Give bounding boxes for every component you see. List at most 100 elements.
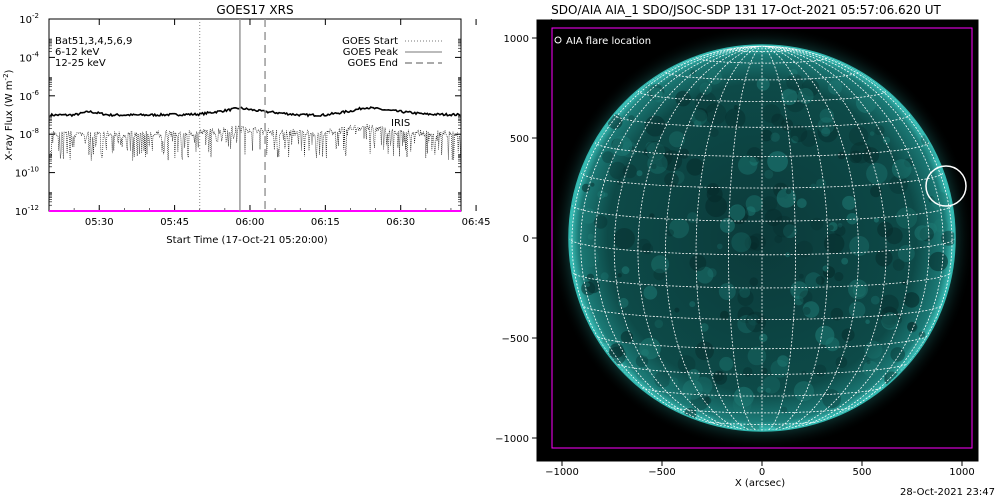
goes-band-low-label: 6-12 keV: [55, 47, 99, 58]
goes-iris-label: IRIS: [391, 118, 410, 129]
solar-texture-blob: [628, 115, 635, 122]
grid-latitude-line: [613, 114, 911, 128]
solar-texture-blob: [891, 159, 912, 179]
solar-texture-blob: [849, 235, 870, 256]
solar-texture-blob: [641, 349, 649, 357]
goes-x-axis-label: Start Time (17-Oct-21 05:20:00): [166, 235, 327, 246]
goes-event-lines: [199, 19, 266, 211]
solar-texture-blob: [866, 360, 871, 365]
goes-x-tick-label: 05:45: [160, 217, 189, 228]
grid-longitude-line: [580, 45, 763, 426]
solar-texture-blob: [661, 150, 683, 172]
solar-texture-blob: [846, 213, 858, 225]
solar-texture-blob: [651, 255, 670, 274]
solar-texture-blob: [866, 162, 888, 185]
solar-texture-blob: [644, 115, 666, 137]
solar-texture-blob: [801, 78, 820, 97]
solar-texture-blob: [583, 287, 588, 292]
grid-longitude-line: [695, 45, 763, 431]
solar-texture-blob: [897, 245, 915, 262]
solar-texture-blob: [772, 215, 795, 238]
solar-texture-blob: [793, 381, 815, 402]
solar-texture-blob: [652, 146, 673, 168]
solar-texture-blob: [733, 105, 739, 110]
solar-texture-blob: [593, 215, 608, 229]
legend-label-goes-start: GOES Start: [342, 36, 398, 47]
solar-texture-blob: [801, 370, 807, 376]
solar-texture-blob: [855, 92, 877, 114]
solar-texture-blob: [686, 158, 704, 176]
solar-texture-blob: [637, 238, 651, 253]
solar-limb: [568, 44, 956, 432]
solar-texture-blob: [756, 318, 762, 324]
solar-texture-blob: [689, 301, 696, 308]
solar-texture-blob: [756, 77, 770, 91]
solar-texture-blob: [828, 225, 834, 231]
goes-x-tick-label: 05:30: [85, 217, 114, 228]
solar-texture-blob: [765, 387, 771, 393]
solar-texture-blob: [737, 289, 754, 306]
solar-texture-blob: [669, 218, 690, 239]
grid-longitude-line: [761, 45, 887, 431]
solar-texture-blob: [828, 222, 838, 232]
solar-texture-blob: [903, 292, 920, 308]
solar-texture-blob: [907, 321, 917, 332]
solar-texture-blob: [645, 141, 665, 161]
solar-texture-blob: [799, 290, 813, 304]
solar-texture-blob: [749, 277, 759, 287]
solar-texture-blob: [928, 251, 948, 272]
solar-texture-blob: [590, 182, 595, 187]
solar-texture-blob: [636, 170, 643, 177]
goes-x-tick-label: 06:30: [386, 217, 415, 228]
solar-texture-blob: [774, 235, 783, 244]
solar-texture-blob: [586, 279, 601, 294]
solar-texture-blob: [749, 156, 759, 166]
solar-texture-blob: [644, 83, 655, 95]
solar-texture-blob: [781, 88, 798, 106]
goes-band-high-label: 12-25 keV: [55, 58, 106, 69]
solar-texture-blob: [810, 183, 817, 190]
goes-x-tick-label: 06:15: [311, 217, 340, 228]
grid-longitude-line: [761, 45, 859, 431]
solar-texture-blob: [690, 69, 696, 75]
solar-texture-blob: [796, 198, 807, 209]
goes-legend: GOES Start GOES Peak GOES End: [342, 36, 442, 69]
aia-image-panel: SDO/AIA AIA_1 SDO/JSOC-SDP 131 17-Oct-20…: [495, 3, 979, 489]
solar-texture-blob: [918, 331, 926, 339]
solar-texture-blob: [654, 371, 671, 388]
solar-texture-blob: [671, 170, 685, 185]
solar-texture-blob: [895, 207, 918, 229]
solar-texture-blob: [837, 151, 846, 160]
solar-texture-blob: [837, 223, 843, 228]
solar-texture-blob: [616, 179, 623, 185]
solar-texture-blob: [674, 307, 680, 313]
solar-texture-blob: [732, 395, 752, 414]
grid-longitude-line: [594, 45, 763, 429]
solar-texture-blob: [882, 136, 891, 144]
solar-texture-blob: [713, 371, 728, 385]
solar-texture-blob: [747, 346, 767, 366]
solar-texture-blob: [720, 310, 729, 320]
solar-texture-blob: [654, 319, 664, 329]
solar-texture-blob: [609, 161, 627, 179]
grid-latitude-line: [637, 90, 887, 102]
solar-texture-blob: [762, 375, 781, 394]
solar-texture-blob: [743, 421, 760, 431]
solar-texture-blob: [647, 153, 668, 174]
solar-texture-blob: [750, 242, 758, 250]
solar-texture-blob: [786, 73, 804, 91]
solar-texture-blob: [651, 87, 663, 99]
solar-texture-blob: [850, 141, 872, 164]
solar-texture-blob: [761, 104, 781, 123]
aia-x-tick-label: −1000: [545, 467, 579, 478]
grid-latitude-line: [638, 386, 886, 397]
solar-texture-blob: [653, 268, 666, 281]
solar-texture-blob: [677, 355, 696, 374]
solar-texture-blob: [612, 135, 633, 156]
aia-x-axis-label: X (arcsec): [735, 478, 785, 489]
aia-y-tick-label: 0: [523, 234, 529, 245]
aia-y-axis: 1000 500 0 −500 −1000: [495, 34, 537, 445]
goes-y-axis: 10-2 10-4 10-6 10-8 10-10 10-12: [15, 12, 461, 218]
solar-texture-blob: [791, 135, 799, 144]
